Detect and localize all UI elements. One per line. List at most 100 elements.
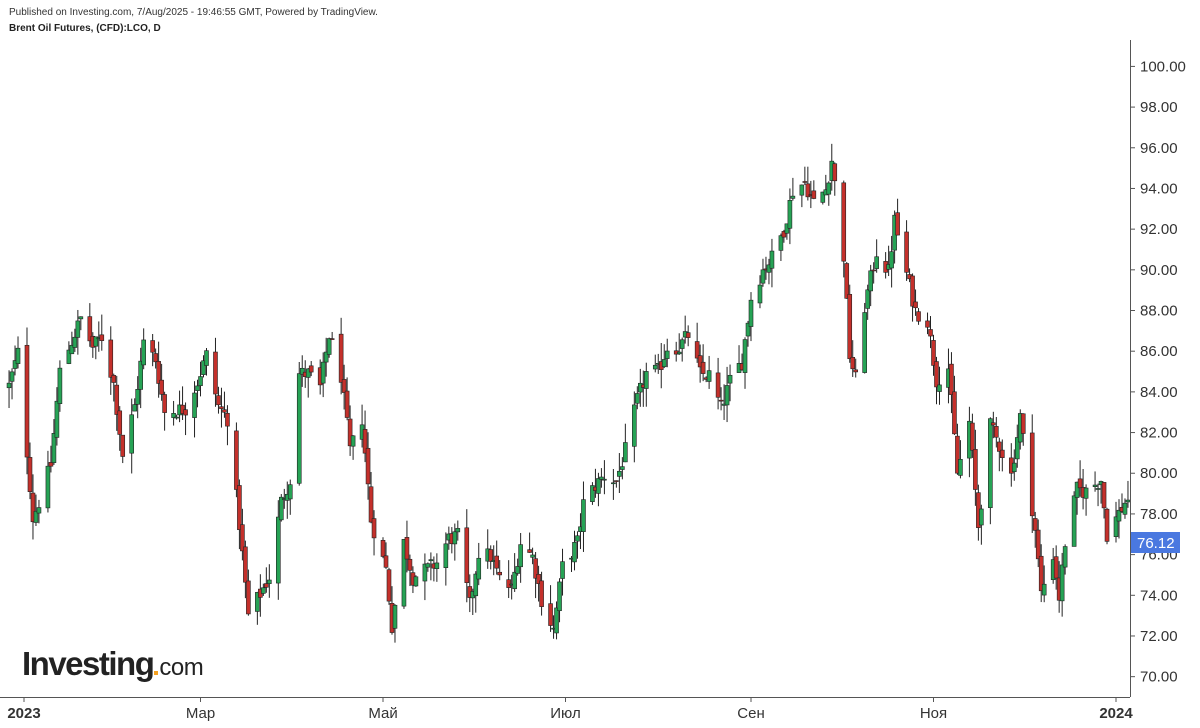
candle-body — [150, 340, 155, 353]
candle-body — [24, 344, 30, 458]
candle-body — [1000, 449, 1005, 458]
y-tick-label: 72.00 — [1140, 628, 1178, 645]
candle-body — [66, 349, 72, 364]
candle-body — [1041, 583, 1047, 596]
candle-body — [536, 574, 541, 584]
candle-body — [1077, 478, 1083, 489]
candle-body — [380, 540, 386, 557]
candle-body — [219, 406, 224, 409]
y-tick-label: 74.00 — [1140, 587, 1178, 604]
candle-body — [428, 559, 434, 562]
candle-body — [78, 316, 84, 320]
logo-tld: com — [159, 654, 204, 681]
candle-body — [246, 580, 251, 615]
candle-body — [371, 518, 377, 539]
candle-body — [192, 392, 197, 418]
x-tick-label: 2023 — [7, 705, 40, 722]
candle-body — [488, 549, 494, 562]
candle-body — [48, 462, 54, 467]
candle-body — [643, 371, 649, 389]
candle-body — [204, 350, 209, 366]
candle-body — [392, 604, 398, 629]
candle-body — [1020, 413, 1026, 434]
candle-body — [539, 580, 544, 607]
candle-body — [862, 312, 867, 373]
candle-body — [515, 566, 520, 574]
y-tick-label: 92.00 — [1140, 221, 1178, 238]
candle-body — [1095, 488, 1101, 490]
candle-body — [865, 289, 870, 309]
candle-body — [685, 332, 691, 338]
candle-body — [171, 413, 176, 418]
candle-body — [745, 322, 751, 337]
candle-body — [1116, 509, 1122, 522]
candle-body — [623, 442, 628, 463]
candle-body — [36, 507, 42, 514]
last-price-label: 76.12 — [1137, 535, 1175, 552]
candle-body — [904, 231, 909, 273]
candle-body — [874, 256, 879, 269]
x-axis: 2023 Мар Май Июл Сен Ноя 2024 — [7, 697, 1133, 722]
logo-brand: Investing — [22, 645, 155, 682]
y-tick-label: 94.00 — [1140, 180, 1178, 197]
candle-body — [811, 190, 817, 199]
candle-body — [820, 191, 826, 203]
candle-body — [742, 339, 748, 373]
candle-body — [159, 379, 164, 395]
candle-body — [581, 499, 586, 532]
last-price-tag: 76.12 — [1131, 532, 1180, 553]
candle-body — [305, 368, 311, 378]
candle-body — [1125, 499, 1131, 503]
x-tick-label: Ноя — [920, 705, 947, 722]
candle-body — [1011, 462, 1017, 473]
candle-body — [805, 183, 811, 198]
candle-body — [12, 360, 18, 369]
candle-body — [1059, 564, 1065, 602]
candle-body — [727, 374, 733, 384]
candle-body — [724, 385, 730, 406]
candle-body — [174, 416, 179, 419]
candle-body — [452, 531, 458, 545]
candle-body — [853, 369, 859, 373]
candle-body — [153, 353, 158, 363]
candle-body — [386, 569, 392, 602]
y-tick-label: 84.00 — [1140, 384, 1178, 401]
candle-body — [108, 339, 114, 378]
candle-body — [1032, 518, 1038, 531]
candle-body — [554, 607, 559, 634]
candle-body — [952, 391, 957, 435]
x-tick-label: Сен — [737, 705, 764, 722]
candle-body — [225, 412, 230, 427]
candle-body — [404, 537, 410, 560]
candle-body — [494, 555, 500, 569]
candle-body — [329, 338, 335, 340]
candle-body — [162, 394, 167, 413]
candle-body — [117, 410, 123, 435]
candle-body — [216, 395, 221, 406]
candle-body — [958, 459, 963, 476]
candle-body — [799, 184, 805, 196]
candle-body — [718, 399, 724, 402]
candle-body — [1101, 482, 1107, 509]
logo-dot — [154, 671, 159, 675]
candle-body — [937, 384, 942, 392]
candle-body — [1104, 508, 1110, 542]
candle-body — [141, 339, 146, 366]
candle-body — [287, 484, 293, 500]
candle-body — [120, 434, 126, 457]
candle-body — [344, 390, 350, 418]
candle-body — [308, 365, 314, 373]
candle-body — [512, 571, 517, 590]
candle-body — [632, 404, 637, 447]
candle-body — [276, 516, 281, 584]
candle-body — [362, 429, 368, 454]
candle-body — [706, 370, 712, 382]
candle-body — [111, 375, 117, 383]
candle-body — [51, 433, 57, 463]
candle-body — [700, 361, 706, 374]
candle-body — [473, 573, 479, 597]
candle-body — [1071, 495, 1077, 547]
candle-body — [338, 333, 344, 383]
candle-body — [243, 546, 248, 583]
